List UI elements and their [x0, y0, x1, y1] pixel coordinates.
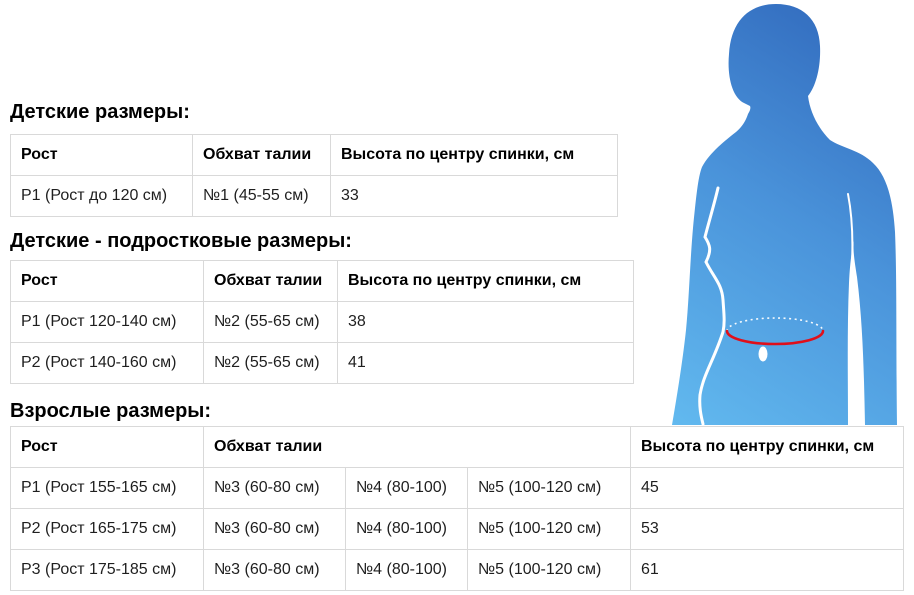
cell-waist-5: №5 (100-120 см) [467, 467, 631, 509]
col-header-back-height: Высота по центру спинки, см [337, 260, 634, 302]
left-contour-line [698, 186, 726, 426]
cell-height: Р1 (Рост 155-165 см) [10, 467, 204, 509]
navel-mark [758, 346, 768, 362]
cell-back-height: 61 [630, 549, 904, 591]
mannequin-silhouette-graphic [672, 4, 897, 426]
table-header-row: Рост Обхват талии Высота по центру спинк… [10, 134, 618, 176]
table-row: Р2 (Рост 165-175 см) №3 (60-80 см) №4 (8… [10, 508, 904, 550]
section-heading-children-teen: Детские - подростковые размеры: [10, 230, 352, 252]
cell-back-height: 33 [330, 175, 618, 217]
cell-height: Р1 (Рост до 120 см) [10, 175, 193, 217]
table-header-row: Рост Обхват талии Высота по центру спинк… [10, 426, 904, 468]
table-row: Р3 (Рост 175-185 см) №3 (60-80 см) №4 (8… [10, 549, 904, 591]
cell-height: Р2 (Рост 140-160 см) [10, 342, 204, 384]
children-sizes-table: Рост Обхват талии Высота по центру спинк… [10, 134, 618, 217]
adult-sizes-table: Рост Обхват талии Высота по центру спинк… [10, 426, 904, 591]
cell-back-height: 38 [337, 301, 634, 343]
section-heading-children: Детские размеры: [10, 101, 190, 123]
cell-waist-4: №4 (80-100) [345, 508, 468, 550]
cell-waist-5: №5 (100-120 см) [467, 508, 631, 550]
col-header-height: Рост [10, 260, 204, 302]
col-header-waist: Обхват талии [203, 426, 631, 468]
children-teen-sizes-table: Рост Обхват талии Высота по центру спинк… [10, 260, 634, 384]
cell-waist-3: №3 (60-80 см) [203, 467, 346, 509]
cell-back-height: 41 [337, 342, 634, 384]
table-row: Р2 (Рост 140-160 см) №2 (55-65 см) 41 [10, 342, 634, 384]
col-header-height: Рост [10, 134, 193, 176]
cell-waist-4: №4 (80-100) [345, 467, 468, 509]
table-header-row: Рост Обхват талии Высота по центру спинк… [10, 260, 634, 302]
cell-back-height: 45 [630, 467, 904, 509]
cell-waist: №1 (45-55 см) [192, 175, 331, 217]
col-header-waist: Обхват талии [192, 134, 331, 176]
table-row: Р1 (Рост 155-165 см) №3 (60-80 см) №4 (8… [10, 467, 904, 509]
cell-waist-4: №4 (80-100) [345, 549, 468, 591]
cell-waist: №2 (55-65 см) [203, 301, 338, 343]
cell-height: Р1 (Рост 120-140 см) [10, 301, 204, 343]
col-header-height: Рост [10, 426, 204, 468]
cell-waist-3: №3 (60-80 см) [203, 549, 346, 591]
size-chart-content: Детские размеры: Рост Обхват талии Высот… [10, 0, 914, 591]
table-row: Р1 (Рост до 120 см) №1 (45-55 см) 33 [10, 175, 618, 217]
body-figure [650, 0, 914, 426]
body-silhouette [672, 4, 897, 425]
cell-waist-5: №5 (100-120 см) [467, 549, 631, 591]
col-header-waist: Обхват талии [203, 260, 338, 302]
cell-waist: №2 (55-65 см) [203, 342, 338, 384]
col-header-back-height: Высота по центру спинки, см [330, 134, 618, 176]
cell-waist-3: №3 (60-80 см) [203, 508, 346, 550]
col-header-back-height: Высота по центру спинки, см [630, 426, 904, 468]
section-heading-adult: Взрослые размеры: [10, 400, 212, 422]
right-arm-contour-line [847, 193, 854, 263]
table-row: Р1 (Рост 120-140 см) №2 (55-65 см) 38 [10, 301, 634, 343]
cell-back-height: 53 [630, 508, 904, 550]
waist-measure-front-line [725, 329, 825, 346]
cell-height: Р3 (Рост 175-185 см) [10, 549, 204, 591]
cell-height: Р2 (Рост 165-175 см) [10, 508, 204, 550]
